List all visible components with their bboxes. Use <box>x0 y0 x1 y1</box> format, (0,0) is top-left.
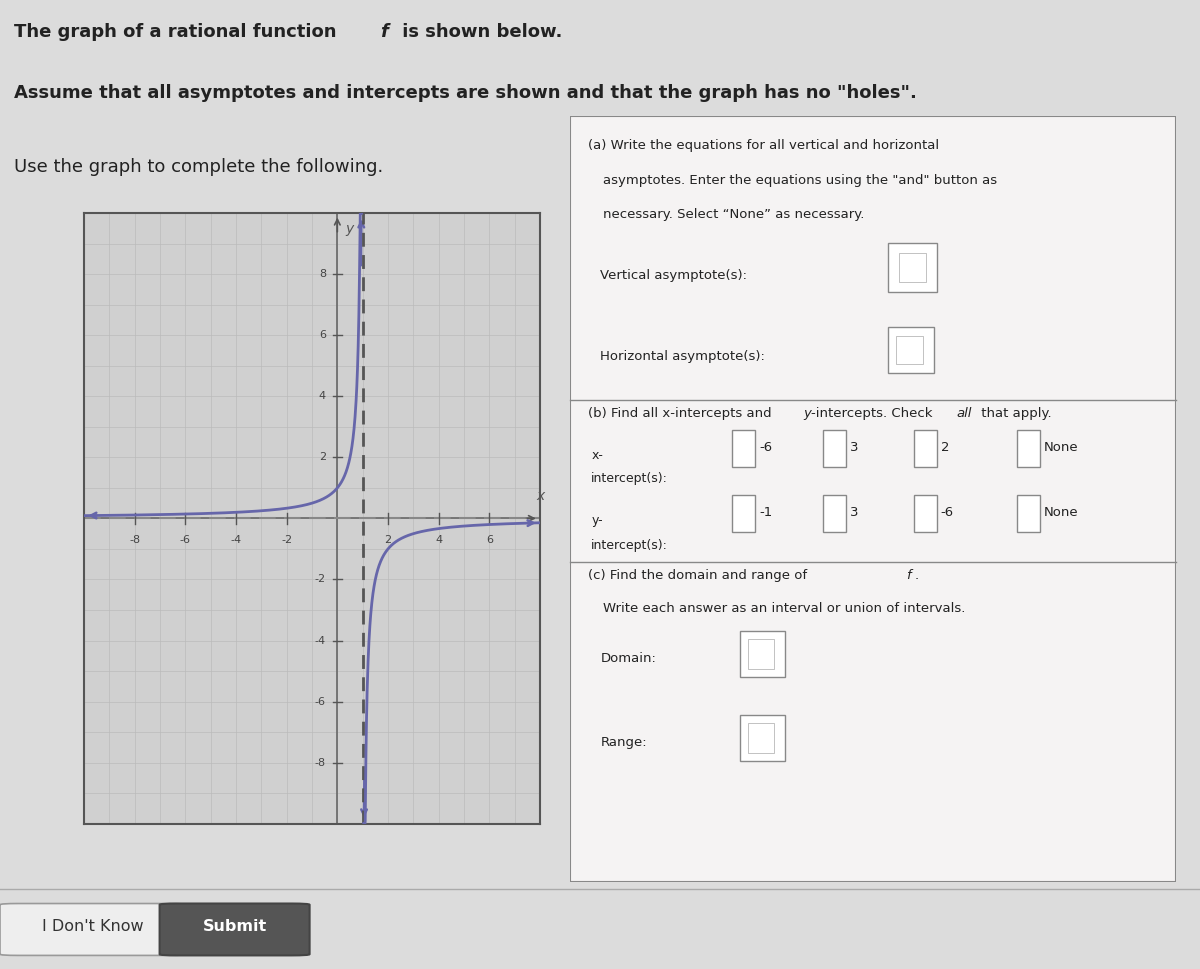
Text: -2: -2 <box>281 535 293 546</box>
Text: 6: 6 <box>319 330 326 340</box>
FancyBboxPatch shape <box>899 253 925 282</box>
Text: Vertical asymptote(s):: Vertical asymptote(s): <box>600 269 748 282</box>
Text: 4: 4 <box>436 535 443 546</box>
Text: 3: 3 <box>850 441 858 454</box>
Text: 8: 8 <box>319 269 326 279</box>
Text: -6: -6 <box>941 507 954 519</box>
Text: 2: 2 <box>319 453 326 462</box>
Text: x-: x- <box>592 450 604 462</box>
Text: that apply.: that apply. <box>977 407 1052 421</box>
FancyBboxPatch shape <box>1016 430 1040 467</box>
Text: 4: 4 <box>319 391 326 401</box>
FancyBboxPatch shape <box>913 495 937 532</box>
Text: f: f <box>906 570 911 582</box>
FancyBboxPatch shape <box>732 495 756 532</box>
Text: y: y <box>344 222 353 236</box>
Text: .: . <box>914 570 918 582</box>
Text: 6: 6 <box>486 535 493 546</box>
Text: all: all <box>956 407 972 421</box>
Text: -intercepts. Check: -intercepts. Check <box>810 407 936 421</box>
FancyBboxPatch shape <box>896 336 923 364</box>
FancyBboxPatch shape <box>823 430 846 467</box>
Text: -6: -6 <box>180 535 191 546</box>
Text: Write each answer as an interval or union of intervals.: Write each answer as an interval or unio… <box>604 603 966 615</box>
Text: None: None <box>1044 507 1079 519</box>
FancyBboxPatch shape <box>748 723 774 753</box>
FancyBboxPatch shape <box>739 715 785 761</box>
FancyBboxPatch shape <box>823 495 846 532</box>
Text: -6: -6 <box>760 441 772 454</box>
FancyBboxPatch shape <box>739 631 785 676</box>
Text: Range:: Range: <box>600 736 647 749</box>
Text: -4: -4 <box>230 535 241 546</box>
Text: necessary. Select “None” as necessary.: necessary. Select “None” as necessary. <box>604 208 865 221</box>
Text: asymptotes. Enter the equations using the "and" button as: asymptotes. Enter the equations using th… <box>604 173 997 187</box>
Text: Horizontal asymptote(s):: Horizontal asymptote(s): <box>600 350 766 362</box>
FancyBboxPatch shape <box>732 430 756 467</box>
FancyBboxPatch shape <box>913 430 937 467</box>
Text: I Don't Know: I Don't Know <box>42 919 144 934</box>
Text: y-: y- <box>592 515 602 527</box>
Text: -8: -8 <box>314 758 326 767</box>
FancyBboxPatch shape <box>888 327 934 373</box>
FancyBboxPatch shape <box>0 903 186 955</box>
Text: -2: -2 <box>314 575 326 584</box>
Text: Use the graph to complete the following.: Use the graph to complete the following. <box>14 158 384 176</box>
Text: Domain:: Domain: <box>600 652 656 665</box>
Text: intercept(s):: intercept(s): <box>592 472 668 485</box>
Text: 2: 2 <box>941 441 949 454</box>
Text: The graph of a rational function: The graph of a rational function <box>14 23 343 41</box>
FancyBboxPatch shape <box>570 116 1176 882</box>
Text: (c) Find the domain and range of: (c) Find the domain and range of <box>588 570 811 582</box>
Text: 2: 2 <box>384 535 391 546</box>
Text: (a) Write the equations for all vertical and horizontal: (a) Write the equations for all vertical… <box>588 140 940 152</box>
FancyBboxPatch shape <box>160 903 310 955</box>
FancyBboxPatch shape <box>1016 495 1040 532</box>
Text: -6: -6 <box>314 697 326 706</box>
Text: intercept(s):: intercept(s): <box>592 539 668 551</box>
Text: x: x <box>536 489 545 503</box>
FancyBboxPatch shape <box>748 640 774 669</box>
Text: Assume that all asymptotes and intercepts are shown and that the graph has no "h: Assume that all asymptotes and intercept… <box>14 84 917 102</box>
Text: -1: -1 <box>760 507 773 519</box>
Text: y: y <box>803 407 811 421</box>
Text: -8: -8 <box>130 535 140 546</box>
FancyBboxPatch shape <box>888 242 937 293</box>
Text: is shown below.: is shown below. <box>396 23 563 41</box>
Text: 3: 3 <box>850 507 858 519</box>
Text: f: f <box>380 23 389 41</box>
Text: -4: -4 <box>314 636 326 645</box>
Text: (b) Find all x-intercepts and: (b) Find all x-intercepts and <box>588 407 776 421</box>
Text: None: None <box>1044 441 1079 454</box>
Text: Submit: Submit <box>203 919 268 934</box>
